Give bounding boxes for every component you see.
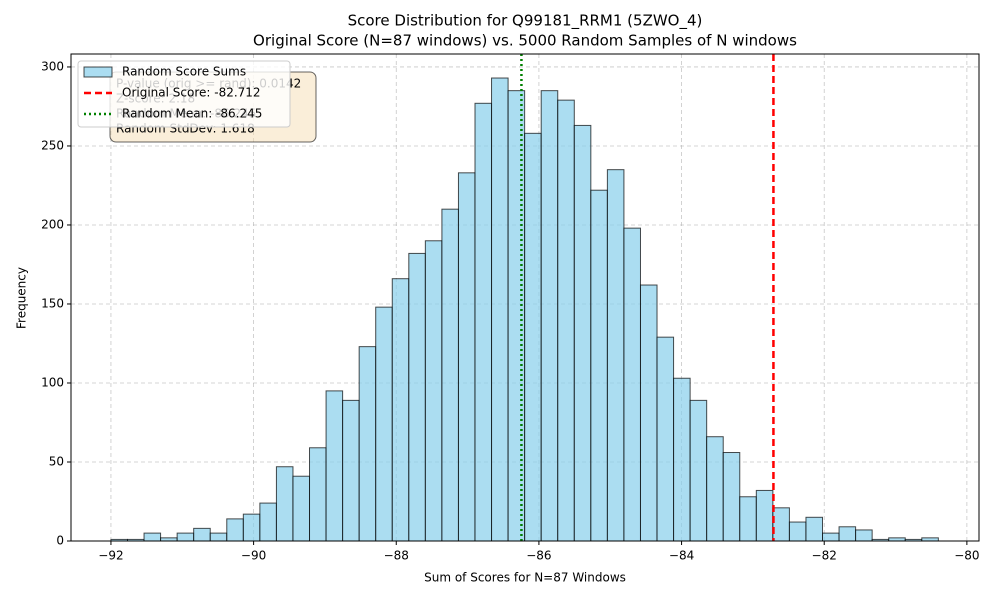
plot-frame	[70, 53, 980, 542]
bar	[855, 529, 873, 542]
bar	[424, 240, 443, 542]
bar	[143, 532, 162, 542]
bar	[739, 496, 757, 542]
bar	[623, 227, 641, 542]
y-tick-label: 100	[41, 375, 64, 389]
y-tick-label: 0	[56, 534, 64, 548]
chart-title: Score Distribution for Q99181_RRM1 (5ZWO…	[348, 12, 703, 31]
bar	[325, 390, 344, 542]
y-axis-label: Frequency	[15, 267, 29, 329]
bar	[540, 90, 559, 542]
bar	[838, 526, 857, 542]
bar	[491, 77, 509, 542]
x-tick-label: −82	[812, 549, 837, 563]
bar	[573, 124, 592, 542]
bar	[606, 169, 625, 542]
bar	[242, 513, 261, 542]
bar	[689, 399, 708, 542]
bar	[292, 475, 311, 542]
ticks: −92 −90 −88 −86 −84 −82 −80 0 50 100 150 200 250 300	[41, 59, 979, 562]
bar	[358, 346, 377, 542]
bar	[226, 518, 244, 542]
y-tick-label: 150	[41, 296, 64, 310]
bar	[474, 102, 493, 542]
x-axis-label: Sum of Scores for N=87 Windows	[424, 571, 626, 585]
reference-lines	[520, 54, 775, 541]
x-tick-label: −88	[384, 549, 409, 563]
y-tick-label: 300	[41, 59, 64, 73]
bar	[176, 532, 195, 542]
bar	[375, 306, 393, 542]
legend-label: Original Score: -82.712	[122, 86, 261, 100]
bar	[772, 507, 790, 542]
bar	[193, 527, 211, 542]
bar	[706, 436, 724, 542]
bar	[805, 516, 824, 542]
bar	[656, 336, 675, 542]
bar	[673, 377, 691, 542]
bar	[441, 208, 459, 542]
bar	[590, 189, 608, 542]
bar	[822, 532, 840, 542]
chart-subtitle: Original Score (N=87 windows) vs. 5000 R…	[253, 32, 797, 50]
bar	[788, 521, 807, 542]
legend-label: Random Mean: -86.245	[122, 107, 262, 121]
bar	[524, 132, 542, 542]
bar	[722, 452, 741, 542]
bar	[391, 278, 410, 542]
bars	[110, 77, 939, 542]
legend-frame	[77, 60, 291, 128]
bar	[755, 489, 774, 542]
bar	[408, 252, 426, 542]
bar	[557, 99, 575, 542]
bar	[259, 502, 277, 542]
x-tick-label: −80	[954, 549, 979, 563]
y-tick-label: 250	[41, 138, 64, 152]
legend-swatch	[83, 66, 113, 78]
y-tick-label: 50	[49, 454, 64, 468]
bar	[309, 447, 327, 542]
bar	[342, 399, 360, 542]
y-tick-label: 200	[41, 217, 64, 231]
bar	[639, 284, 658, 542]
x-tick-label: −84	[669, 549, 694, 563]
x-tick-label: −86	[526, 549, 551, 563]
bar	[275, 466, 294, 542]
x-tick-label: −92	[98, 549, 123, 563]
legend-label: Random Score Sums	[122, 65, 246, 79]
legend: Random Score Sums Original Score: -82.712…	[77, 60, 291, 128]
bar	[457, 172, 476, 542]
x-tick-label: −90	[241, 549, 266, 563]
bar	[209, 532, 228, 542]
